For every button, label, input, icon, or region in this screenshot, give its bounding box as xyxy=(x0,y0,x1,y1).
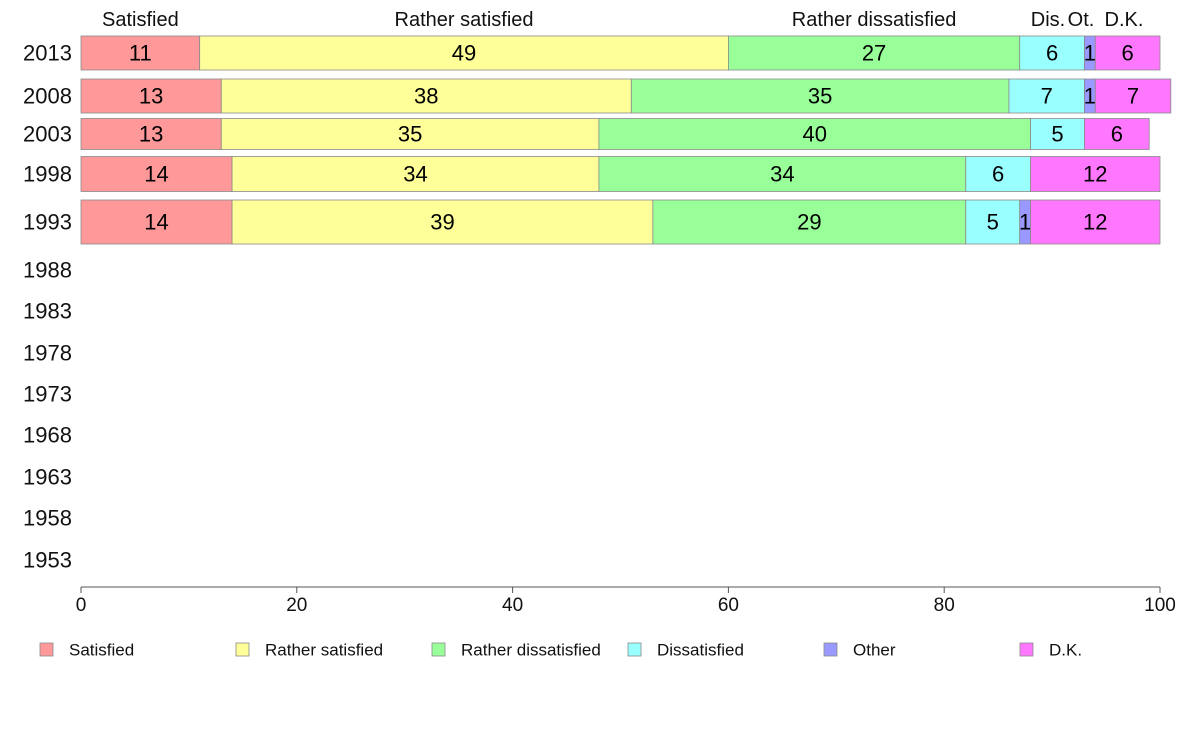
year-label-1988: 1988 xyxy=(23,258,72,283)
bar-2003-rather-dissatisfied xyxy=(598,118,1031,150)
top-label-dis: Dis. xyxy=(1031,9,1065,31)
x-tick-label-40: 40 xyxy=(502,595,523,616)
top-label-d-k: D.K. xyxy=(1105,9,1144,31)
year-label-1978: 1978 xyxy=(23,341,72,366)
bar-2008-satisfied xyxy=(80,78,222,114)
value-label-2013-rather-dissatisfied: 27 xyxy=(862,41,886,66)
legend-swatch-d-k xyxy=(1019,642,1034,657)
value-label-2008-rather-dissatisfied: 35 xyxy=(808,84,832,109)
year-label-1968: 1968 xyxy=(23,423,72,448)
value-label-2003-satisfied: 13 xyxy=(139,122,163,147)
legend-label-other: Other xyxy=(853,641,896,660)
year-labels: 2013 2008 2003 1998 1993 1988 1983 1978 1973 1968… xyxy=(23,41,72,573)
value-label-2003-d-k: 6 xyxy=(1111,122,1123,147)
bar-1993-dissatisfied xyxy=(965,199,1021,245)
value-label-1993-dissatisfied: 5 xyxy=(987,210,999,235)
value-label-2013-rather-satisfied: 49 xyxy=(452,41,476,66)
value-label-1993-d-k: 12 xyxy=(1083,210,1107,235)
bar-1998-rather-satisfied xyxy=(231,156,600,192)
year-label-1998: 1998 xyxy=(23,162,72,187)
bar-2008-rather-satisfied xyxy=(220,78,632,114)
bar-2013-rather-satisfied xyxy=(199,35,729,71)
bar-2003-satisfied xyxy=(80,118,222,150)
top-label-satisfied: Satisfied xyxy=(102,9,179,31)
value-label-1993-rather-satisfied: 39 xyxy=(430,210,454,235)
legend-label-rather-satisfied: Rather satisfied xyxy=(265,641,383,660)
bar-2003-d-k xyxy=(1084,118,1150,150)
x-tick-label-20: 20 xyxy=(286,595,307,616)
value-label-1998-satisfied: 14 xyxy=(144,162,168,187)
year-label-1973: 1973 xyxy=(23,382,72,407)
bar-1993-rather-dissatisfied xyxy=(652,199,967,245)
year-label-1963: 1963 xyxy=(23,465,72,490)
legend-label-dissatisfied: Dissatisfied xyxy=(657,641,744,660)
value-label-2013-other: 1 xyxy=(1084,41,1096,66)
value-label-1993-other: 1 xyxy=(1019,210,1031,235)
legend-swatch-rather-satisfied xyxy=(235,642,250,657)
x-tick-label-100: 100 xyxy=(1144,595,1176,616)
year-label-2013: 2013 xyxy=(23,41,72,66)
year-label-1953: 1953 xyxy=(23,548,72,573)
bar-2013-d-k xyxy=(1094,35,1161,71)
value-label-1993-satisfied: 14 xyxy=(144,210,168,235)
year-label-1983: 1983 xyxy=(23,299,72,324)
bar-2008-rather-dissatisfied xyxy=(630,78,1010,114)
top-label-rather-dissatisfied: Rather dissatisfied xyxy=(792,9,957,31)
year-label-2003: 2003 xyxy=(23,122,72,147)
bar-1998-rather-dissatisfied xyxy=(598,156,967,192)
bar-2003-rather-satisfied xyxy=(220,118,600,150)
bar-2008-d-k xyxy=(1094,78,1172,114)
value-label-2008-rather-satisfied: 38 xyxy=(414,84,438,109)
value-label-2008-satisfied: 13 xyxy=(139,84,163,109)
bar-1998-dissatisfied xyxy=(965,156,1031,192)
x-tick-label-80: 80 xyxy=(934,595,955,616)
year-label-1958: 1958 xyxy=(23,506,72,531)
value-label-2013-satisfied: 11 xyxy=(129,41,152,66)
legend-swatch-satisfied xyxy=(39,642,54,657)
value-label-1998-rather-satisfied: 34 xyxy=(403,162,427,187)
value-label-2013-d-k: 6 xyxy=(1122,41,1134,66)
value-label-1998-rather-dissatisfied: 34 xyxy=(770,162,794,187)
bar-2013-rather-dissatisfied xyxy=(728,35,1021,71)
x-axis: 0 20 40 60 80 100 xyxy=(76,586,1176,616)
value-label-1998-dissatisfied: 6 xyxy=(992,162,1004,187)
value-label-2003-rather-satisfied: 35 xyxy=(398,122,422,147)
top-category-labels: Satisfied Rather satisfied Rather dissatis… xyxy=(102,9,1143,31)
x-tick-label-0: 0 xyxy=(76,595,87,616)
bar-2013-satisfied xyxy=(80,35,201,71)
bar-2008-dissatisfied xyxy=(1008,78,1085,114)
value-label-2013-dissatisfied: 6 xyxy=(1046,41,1058,66)
bar-1998-satisfied xyxy=(80,156,233,192)
legend-swatch-other xyxy=(823,642,838,657)
year-label-2008: 2008 xyxy=(23,84,72,109)
year-label-1993: 1993 xyxy=(23,210,72,235)
bar-1993-d-k xyxy=(1030,199,1161,245)
top-label-rather-satisfied: Rather satisfied xyxy=(395,9,534,31)
legend-label-satisfied: Satisfied xyxy=(69,641,134,660)
legend-swatch-dissatisfied xyxy=(627,642,642,657)
x-tick-label-60: 60 xyxy=(718,595,739,616)
value-label-1993-rather-dissatisfied: 29 xyxy=(797,210,821,235)
value-label-2003-dissatisfied: 5 xyxy=(1051,122,1063,147)
value-label-2008-other: 1 xyxy=(1084,84,1096,109)
bar-1993-rather-satisfied xyxy=(231,199,654,245)
legend-label-d-k: D.K. xyxy=(1049,641,1082,660)
legend-swatch-rather-dissatisfied xyxy=(431,642,446,657)
top-label-ot: Ot. xyxy=(1068,9,1095,31)
bar-1998-d-k xyxy=(1030,156,1161,192)
value-label-2003-rather-dissatisfied: 40 xyxy=(802,122,826,147)
value-label-2008-dissatisfied: 7 xyxy=(1041,84,1053,109)
value-label-1998-d-k: 12 xyxy=(1083,162,1107,187)
legend-label-rather-dissatisfied: Rather dissatisfied xyxy=(461,641,601,660)
legend: Satisfied Rather satisfied Rather dissatis… xyxy=(39,641,1082,660)
value-label-2008-d-k: 7 xyxy=(1127,84,1139,109)
